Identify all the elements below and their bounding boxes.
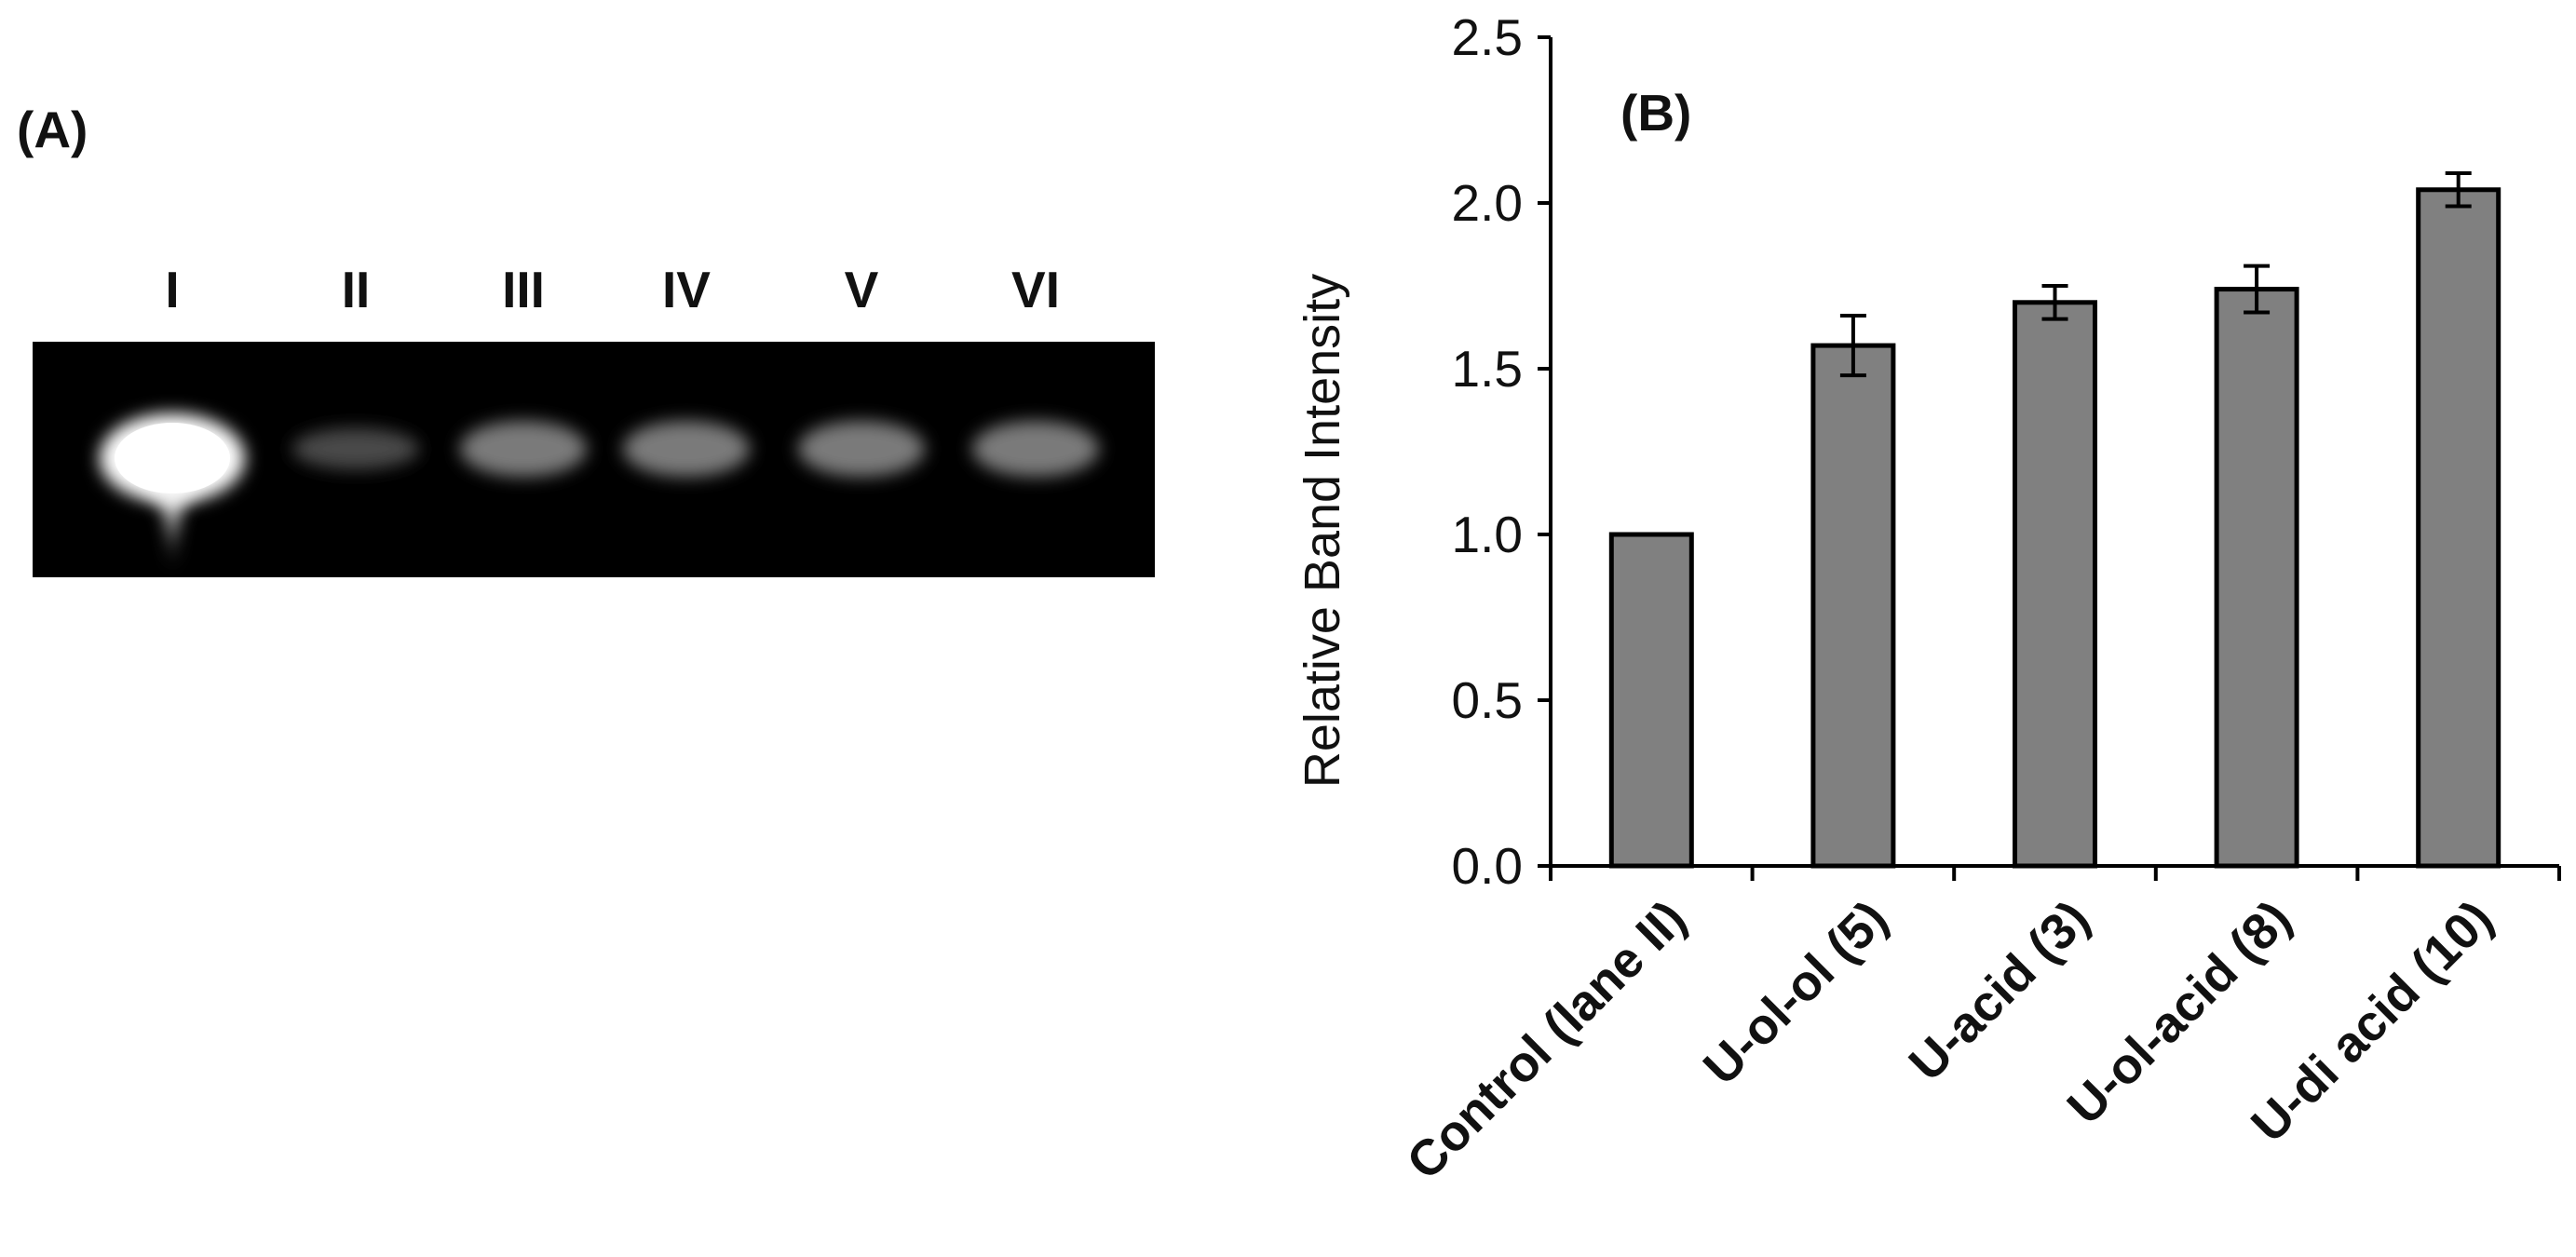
category-label: Control (lane II) (1396, 890, 1696, 1190)
y-axis-ticks: 0.0 0.5 1.0 1.5 2.0 2.5 (1452, 8, 1551, 895)
category-label: U-ol-ol (5) (1693, 890, 1899, 1096)
y-tick-label: 0.5 (1452, 671, 1523, 729)
bar (2013, 300, 2097, 869)
bar (1810, 343, 1896, 869)
gel-band (460, 421, 587, 477)
bars (1608, 170, 2501, 869)
x-axis-ticks: Control (lane II)U-ol-ol (5) U-acid (3)U-… (1396, 866, 2561, 1190)
chart-panel-label: (B) (1620, 84, 1691, 142)
gel-band (972, 421, 1099, 477)
gel-band (798, 421, 925, 477)
lane-label: II (342, 261, 371, 318)
category-label: U-acid (3) (1899, 890, 2100, 1091)
gel-smear (140, 484, 205, 573)
gel-band (292, 428, 419, 469)
y-tick-label: 2.0 (1452, 174, 1523, 232)
gel-band-core (115, 423, 230, 493)
panel-b-chart: (B) Relative Band Intensity 0.0 0.5 1.0 1.5… (1295, 8, 2561, 1190)
gel-band (623, 421, 750, 477)
bar (1608, 532, 1694, 869)
lane-label: IV (662, 261, 711, 318)
panel-a-label: (A) (17, 101, 88, 158)
y-axis-title: Relative Band Intensity (1295, 274, 1350, 788)
gel-bands (100, 413, 1099, 573)
y-tick-label: 1.5 (1452, 340, 1523, 398)
lane-label: III (502, 261, 545, 318)
y-tick-label: 0.0 (1452, 837, 1523, 895)
y-tick-label: 2.5 (1452, 8, 1523, 66)
bar (2416, 187, 2501, 869)
lane-label: V (845, 261, 879, 318)
lane-labels: I II III IV V VI (165, 261, 1060, 318)
panel-a: (A) I II III IV V VI (17, 101, 1155, 577)
lane-label: VI (1011, 261, 1060, 318)
bar (2214, 287, 2299, 869)
y-tick-label: 1.0 (1452, 506, 1523, 563)
lane-label: I (165, 261, 179, 318)
